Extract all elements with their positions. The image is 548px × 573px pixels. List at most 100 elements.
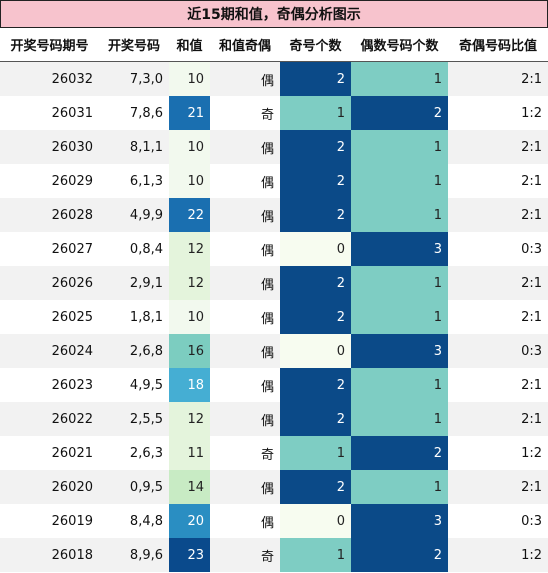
sum-parity-cell: 偶 [210,334,280,368]
odd-count-cell: 2 [280,266,351,300]
ratio-cell: 0:3 [448,334,548,368]
issue-cell: 26025 [0,300,99,334]
even-count-cell: 1 [351,198,448,232]
numbers-cell: 4,9,5 [99,368,169,402]
sum-parity-cell: 偶 [210,61,280,96]
even-count-cell: 2 [351,538,448,572]
ratio-cell: 0:3 [448,504,548,538]
header-numbers: 开奖号码 [99,28,169,62]
issue-cell: 26027 [0,232,99,266]
numbers-cell: 2,9,1 [99,266,169,300]
even-count-cell: 3 [351,334,448,368]
even-count-cell: 2 [351,436,448,470]
table-row: 26021 2,6,3 11 奇 1 2 1:2 [0,436,548,470]
header-odd-count: 奇号个数 [280,28,351,62]
odd-count-cell: 2 [280,368,351,402]
sum-cell: 23 [169,538,210,572]
ratio-cell: 2:1 [448,300,548,334]
sum-cell: 10 [169,61,210,96]
even-count-cell: 1 [351,130,448,164]
numbers-cell: 1,8,1 [99,300,169,334]
sum-parity-cell: 偶 [210,232,280,266]
table-row: 26028 4,9,9 22 偶 2 1 2:1 [0,198,548,232]
issue-cell: 26023 [0,368,99,402]
odd-count-cell: 2 [280,198,351,232]
ratio-cell: 1:2 [448,436,548,470]
issue-cell: 26030 [0,130,99,164]
ratio-cell: 2:1 [448,61,548,96]
numbers-cell: 8,4,8 [99,504,169,538]
issue-cell: 26029 [0,164,99,198]
odd-count-cell: 1 [280,96,351,130]
numbers-cell: 4,9,9 [99,198,169,232]
numbers-cell: 8,9,6 [99,538,169,572]
sum-cell: 22 [169,198,210,232]
sum-parity-cell: 奇 [210,96,280,130]
issue-cell: 26031 [0,96,99,130]
numbers-cell: 7,8,6 [99,96,169,130]
sum-parity-cell: 偶 [210,504,280,538]
issue-cell: 26022 [0,402,99,436]
issue-cell: 26018 [0,538,99,572]
table-row: 26027 0,8,4 12 偶 0 3 0:3 [0,232,548,266]
sum-parity-cell: 偶 [210,266,280,300]
issue-cell: 26021 [0,436,99,470]
sum-cell: 14 [169,470,210,504]
issue-cell: 26026 [0,266,99,300]
sum-parity-cell: 偶 [210,402,280,436]
even-count-cell: 2 [351,96,448,130]
issue-cell: 26019 [0,504,99,538]
table-row: 26030 8,1,1 10 偶 2 1 2:1 [0,130,548,164]
table-row: 26029 6,1,3 10 偶 2 1 2:1 [0,164,548,198]
numbers-cell: 2,5,5 [99,402,169,436]
sum-parity-cell: 偶 [210,368,280,402]
issue-cell: 26028 [0,198,99,232]
even-count-cell: 1 [351,266,448,300]
header-even-count: 偶数号码个数 [351,28,448,62]
sum-cell: 10 [169,130,210,164]
even-count-cell: 1 [351,470,448,504]
sum-cell: 10 [169,164,210,198]
odd-count-cell: 2 [280,402,351,436]
even-count-cell: 1 [351,300,448,334]
sum-cell: 20 [169,504,210,538]
issue-cell: 26032 [0,61,99,96]
sum-cell: 12 [169,402,210,436]
table-row: 26019 8,4,8 20 偶 0 3 0:3 [0,504,548,538]
ratio-cell: 2:1 [448,164,548,198]
sum-cell: 21 [169,96,210,130]
sum-cell: 12 [169,232,210,266]
odd-count-cell: 2 [280,300,351,334]
numbers-cell: 8,1,1 [99,130,169,164]
chart-title: 近15期和值，奇偶分析图示 [0,0,548,28]
numbers-cell: 7,3,0 [99,61,169,96]
odd-count-cell: 2 [280,164,351,198]
sum-parity-cell: 偶 [210,198,280,232]
parity-table: 开奖号码期号 开奖号码 和值 和值奇偶 奇号个数 偶数号码个数 奇偶号码比值 2… [0,28,548,572]
ratio-cell: 2:1 [448,266,548,300]
numbers-cell: 0,8,4 [99,232,169,266]
ratio-cell: 2:1 [448,130,548,164]
header-issue: 开奖号码期号 [0,28,99,62]
issue-cell: 26020 [0,470,99,504]
sum-parity-cell: 偶 [210,130,280,164]
sum-cell: 18 [169,368,210,402]
table-row: 26020 0,9,5 14 偶 2 1 2:1 [0,470,548,504]
numbers-cell: 6,1,3 [99,164,169,198]
header-sum-parity: 和值奇偶 [210,28,280,62]
ratio-cell: 2:1 [448,368,548,402]
table-body: 26032 7,3,0 10 偶 2 1 2:1 26031 7,8,6 21 奇 1 2 1:2 2603… [0,61,548,572]
even-count-cell: 1 [351,402,448,436]
table-row: 26022 2,5,5 12 偶 2 1 2:1 [0,402,548,436]
odd-count-cell: 0 [280,334,351,368]
header-sum: 和值 [169,28,210,62]
sum-cell: 12 [169,266,210,300]
numbers-cell: 2,6,8 [99,334,169,368]
even-count-cell: 1 [351,61,448,96]
odd-count-cell: 0 [280,504,351,538]
sum-cell: 10 [169,300,210,334]
table-row: 26025 1,8,1 10 偶 2 1 2:1 [0,300,548,334]
ratio-cell: 1:2 [448,96,548,130]
sum-parity-cell: 奇 [210,538,280,572]
ratio-cell: 2:1 [448,402,548,436]
